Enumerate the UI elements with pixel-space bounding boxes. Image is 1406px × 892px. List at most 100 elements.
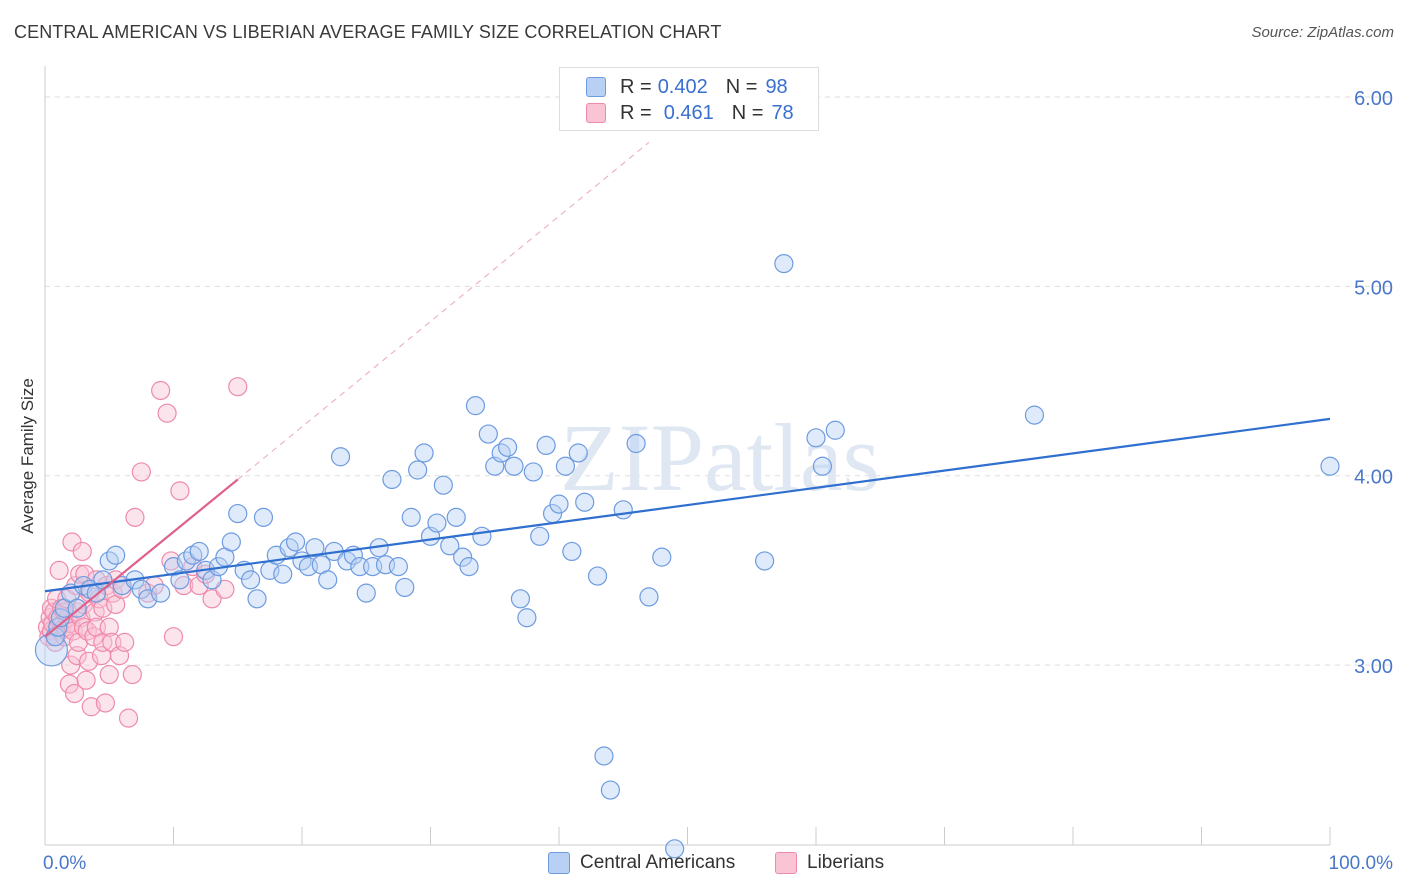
liberian-point xyxy=(76,670,96,690)
legend-n-label: N = xyxy=(731,101,764,124)
liberian-point xyxy=(228,377,248,397)
central-american-point xyxy=(285,532,306,552)
legend-r-value: 0.402 xyxy=(657,75,708,98)
central-american-point xyxy=(504,456,524,476)
liberian-point xyxy=(95,693,115,713)
liberian-point xyxy=(99,617,119,637)
liberians-trend-line xyxy=(44,478,239,638)
central-american-point xyxy=(587,566,608,586)
central-american-point xyxy=(433,475,453,495)
central-american-point xyxy=(568,443,588,463)
y-tick-label: 4.00 xyxy=(1354,467,1393,489)
central-american-point xyxy=(170,570,190,590)
bottom-legend-label: Liberians xyxy=(807,852,885,873)
legend-r-label: R = xyxy=(620,101,652,124)
central-american-point xyxy=(388,557,408,577)
central-american-point xyxy=(812,456,833,476)
legend-row-liberians: R = 0.461 N = 78 xyxy=(586,101,794,125)
central-american-point xyxy=(459,557,479,577)
liberian-point xyxy=(72,541,92,562)
central-american-point xyxy=(594,746,614,766)
central-american-point xyxy=(247,589,267,609)
liberian-point xyxy=(151,380,171,401)
central-american-point xyxy=(575,492,595,512)
central-american-point xyxy=(465,396,486,416)
central-american-point xyxy=(498,437,518,457)
central-american-point xyxy=(754,551,775,571)
central-american-point xyxy=(510,589,531,609)
central-american-point xyxy=(446,507,466,527)
central-american-point xyxy=(652,547,672,567)
liberian-point xyxy=(118,708,139,728)
central-american-point xyxy=(427,513,447,533)
liberian-point xyxy=(157,403,177,423)
source-label: Source: ZipAtlas.com xyxy=(1251,24,1394,41)
central-american-point xyxy=(131,579,151,599)
pink-swatch-icon xyxy=(586,103,606,123)
central-american-point xyxy=(613,500,633,520)
tick-labels: 3.00 4.00 5.00 6.00 0.0% 100.0% xyxy=(43,88,1393,874)
central-american-point xyxy=(453,547,473,567)
y-tick-label: 6.00 xyxy=(1354,88,1393,110)
central-american-point xyxy=(221,532,241,552)
liberians-points xyxy=(37,377,248,728)
central-american-point xyxy=(530,526,550,546)
central-american-point xyxy=(356,583,376,603)
liberian-point xyxy=(49,560,69,580)
liberian-point xyxy=(131,462,151,482)
pink-swatch-icon xyxy=(775,852,797,874)
central-american-point xyxy=(395,577,415,598)
watermark: ZIPatlas xyxy=(560,404,880,511)
central-american-point xyxy=(241,570,261,590)
y-tick-label: 3.00 xyxy=(1354,656,1393,678)
central-american-point xyxy=(639,587,659,607)
y-axis-label: Average Family Size xyxy=(18,378,37,534)
liberian-point xyxy=(61,655,81,675)
central-american-point xyxy=(549,494,569,514)
central-american-point xyxy=(536,435,556,456)
central-american-point xyxy=(523,462,543,482)
central-american-point xyxy=(825,420,845,440)
liberian-point xyxy=(215,579,235,599)
legend-r-label: R = xyxy=(620,75,652,98)
central-american-point xyxy=(401,507,421,527)
central-american-point xyxy=(408,460,428,480)
central-american-point xyxy=(478,424,498,444)
legend-row-central-americans: R = 0.402 N = 98 xyxy=(586,75,788,99)
y-tick-label: 5.00 xyxy=(1354,277,1393,299)
trend-lines xyxy=(44,141,1331,638)
central-american-point xyxy=(253,507,274,527)
liberian-point xyxy=(115,632,135,652)
bottom-legend-central-americans: Central Americans xyxy=(548,852,735,874)
liberian-point xyxy=(99,664,119,685)
legend-n-value: 78 xyxy=(771,101,794,124)
liberian-point xyxy=(202,589,222,609)
central-american-point xyxy=(273,564,293,584)
x-tick-label: 100.0% xyxy=(1329,853,1394,874)
central-american-point xyxy=(806,428,826,448)
central-american-point xyxy=(1024,405,1045,425)
liberian-point xyxy=(170,481,190,501)
central-american-point xyxy=(305,538,325,558)
central-american-point xyxy=(318,570,338,590)
central-american-point xyxy=(600,780,621,800)
x-tick-label: 0.0% xyxy=(43,853,86,874)
central-american-point xyxy=(189,541,209,562)
liberian-point xyxy=(122,664,142,685)
central-american-point xyxy=(106,545,126,565)
bottom-legend-liberians: Liberians xyxy=(775,852,884,874)
legend-box: R = 0.402 N = 98 R = 0.461 N = 78 xyxy=(559,67,819,131)
central-americans-points xyxy=(34,253,1340,859)
central-american-point xyxy=(330,447,351,467)
axes xyxy=(44,827,1331,846)
bottom-legend-label: Central Americans xyxy=(580,852,736,873)
central-american-point xyxy=(517,608,537,628)
central-american-point xyxy=(665,839,685,859)
liberian-point xyxy=(81,697,101,717)
central-american-point xyxy=(228,503,248,524)
central-american-point xyxy=(774,253,794,274)
central-american-point xyxy=(382,469,402,490)
grid-lines xyxy=(44,66,1392,845)
legend-r-value: 0.461 xyxy=(663,101,714,124)
